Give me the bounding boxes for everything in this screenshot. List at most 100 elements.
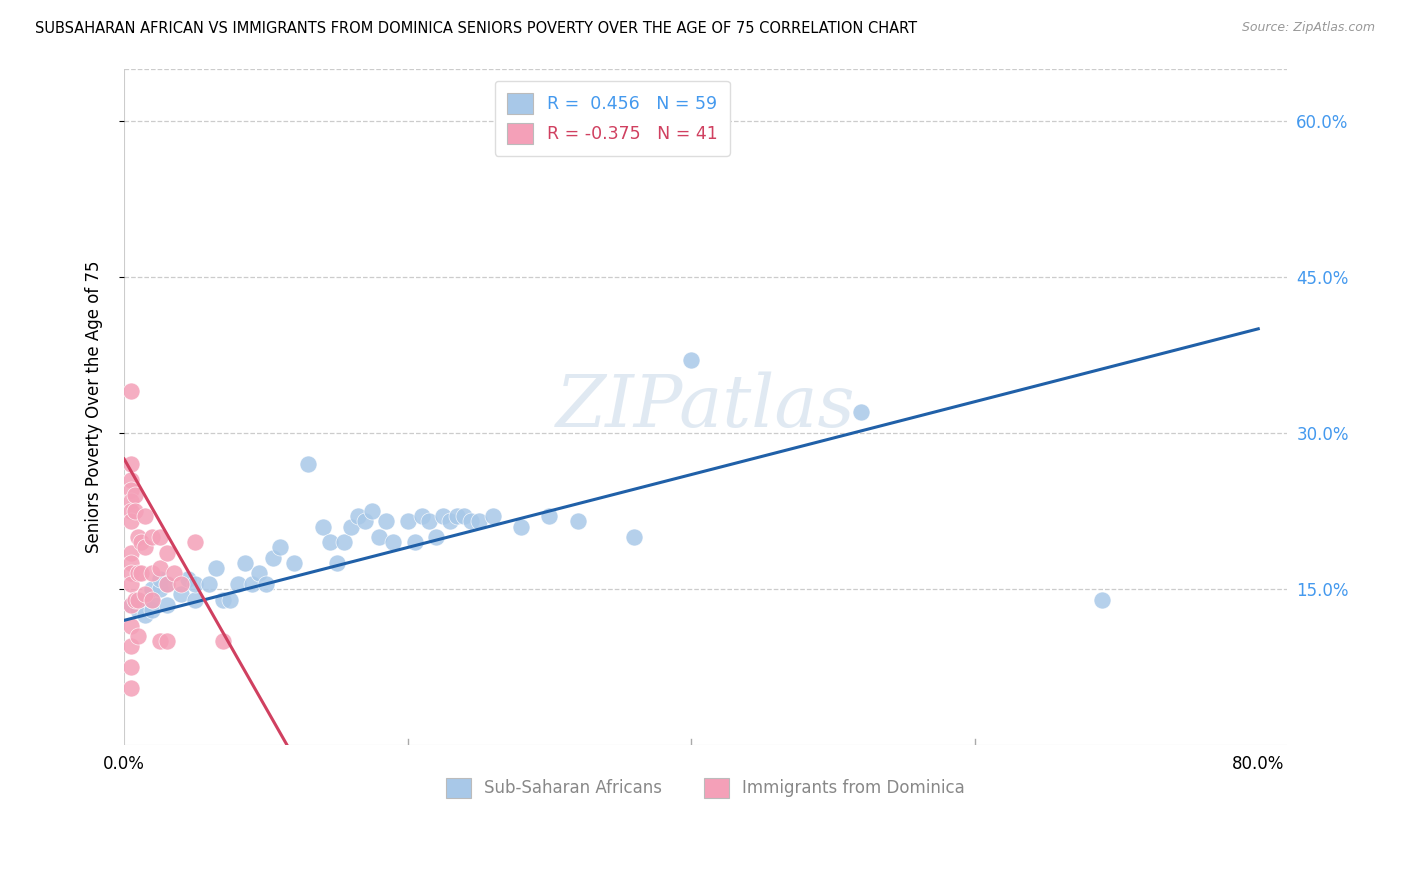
Point xyxy=(120,640,142,654)
Point xyxy=(198,577,221,591)
Point xyxy=(553,129,575,144)
Point xyxy=(120,515,142,529)
Point xyxy=(127,603,149,617)
Point xyxy=(148,530,170,544)
Point xyxy=(177,572,200,586)
Text: Source: ZipAtlas.com: Source: ZipAtlas.com xyxy=(1241,21,1375,34)
Point xyxy=(226,577,249,591)
Point xyxy=(156,546,179,560)
Point xyxy=(1091,592,1114,607)
Point xyxy=(148,561,170,575)
Point xyxy=(212,592,235,607)
Point xyxy=(134,608,156,623)
Point xyxy=(156,634,179,648)
Point xyxy=(446,509,468,524)
Point xyxy=(333,535,356,549)
Point xyxy=(120,618,142,632)
Point xyxy=(124,488,146,502)
Point xyxy=(368,530,391,544)
Text: ZIPatlas: ZIPatlas xyxy=(555,372,855,442)
Point xyxy=(170,577,193,591)
Point xyxy=(148,634,170,648)
Point xyxy=(297,457,319,471)
Point xyxy=(184,592,207,607)
Point xyxy=(124,592,146,607)
Point xyxy=(396,515,419,529)
Point xyxy=(141,566,163,581)
Point xyxy=(120,483,142,498)
Point xyxy=(254,577,277,591)
Point xyxy=(404,535,426,549)
Point xyxy=(120,577,142,591)
Point xyxy=(141,530,163,544)
Point xyxy=(120,546,142,560)
Point xyxy=(184,577,207,591)
Point xyxy=(411,509,433,524)
Point xyxy=(347,509,370,524)
Y-axis label: Seniors Poverty Over the Age of 75: Seniors Poverty Over the Age of 75 xyxy=(86,260,103,553)
Point xyxy=(681,353,703,368)
Point xyxy=(262,550,284,565)
Point xyxy=(567,515,589,529)
Point xyxy=(120,566,142,581)
Point xyxy=(127,530,149,544)
Point xyxy=(219,592,242,607)
Point xyxy=(170,587,193,601)
Point xyxy=(141,592,163,607)
Point xyxy=(326,556,349,570)
Point xyxy=(425,530,447,544)
Point xyxy=(233,556,256,570)
Point xyxy=(538,509,561,524)
Point xyxy=(184,535,207,549)
Point xyxy=(247,566,270,581)
Point xyxy=(439,515,461,529)
Point xyxy=(134,509,156,524)
Point xyxy=(163,566,186,581)
Point xyxy=(361,504,384,518)
Text: SUBSAHARAN AFRICAN VS IMMIGRANTS FROM DOMINICA SENIORS POVERTY OVER THE AGE OF 7: SUBSAHARAN AFRICAN VS IMMIGRANTS FROM DO… xyxy=(35,21,917,36)
Point xyxy=(120,504,142,518)
Point xyxy=(311,519,333,533)
Point xyxy=(156,577,179,591)
Point xyxy=(120,598,142,612)
Point xyxy=(120,598,142,612)
Point xyxy=(432,509,454,524)
Point xyxy=(148,572,170,586)
Point xyxy=(340,519,363,533)
Point xyxy=(283,556,305,570)
Point xyxy=(127,592,149,607)
Point xyxy=(120,457,142,471)
Point xyxy=(127,592,149,607)
Point xyxy=(120,681,142,695)
Point xyxy=(141,582,163,596)
Point xyxy=(127,566,149,581)
Point xyxy=(318,535,340,549)
Point xyxy=(120,660,142,674)
Point xyxy=(510,519,533,533)
Point xyxy=(240,577,263,591)
Point xyxy=(418,515,440,529)
Point xyxy=(467,515,489,529)
Point xyxy=(124,504,146,518)
Point xyxy=(141,603,163,617)
Point xyxy=(481,509,503,524)
Point xyxy=(205,561,228,575)
Point xyxy=(141,592,163,607)
Point xyxy=(453,509,475,524)
Point xyxy=(148,582,170,596)
Point xyxy=(120,384,142,399)
Point xyxy=(134,587,156,601)
Point xyxy=(623,530,645,544)
Point xyxy=(127,629,149,643)
Point xyxy=(156,577,179,591)
Point xyxy=(375,515,398,529)
Point xyxy=(212,634,235,648)
Point xyxy=(156,598,179,612)
Point xyxy=(120,473,142,487)
Point xyxy=(120,493,142,508)
Point xyxy=(134,541,156,555)
Point xyxy=(354,515,377,529)
Point xyxy=(120,556,142,570)
Point xyxy=(129,535,152,549)
Point xyxy=(129,566,152,581)
